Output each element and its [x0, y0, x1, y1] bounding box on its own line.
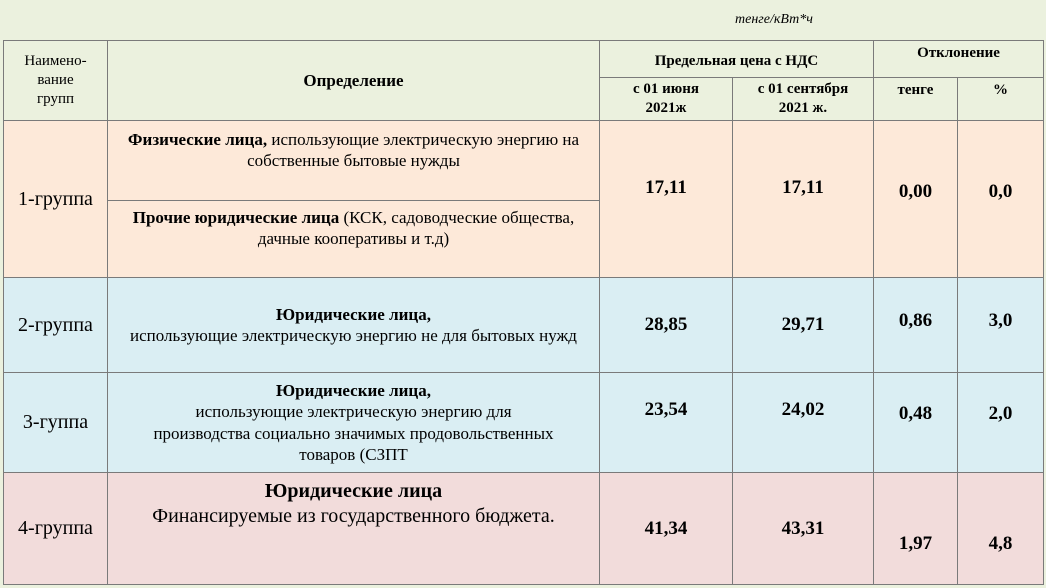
- price-june: 23,54: [599, 372, 733, 473]
- header-dev-tenge: тенге: [873, 77, 958, 121]
- header-deviation: Отклонение: [873, 40, 1044, 78]
- definition-text: использующие электрическую энергию не дл…: [130, 326, 577, 345]
- dev-tenge: 1,97: [873, 472, 958, 585]
- price-sept: 29,71: [732, 277, 874, 373]
- price-sept: 24,02: [732, 372, 874, 473]
- price-june: 41,34: [599, 472, 733, 585]
- definition-text: (КСК, садоводческие общества, дачные коо…: [257, 208, 575, 249]
- dev-tenge: 0,00: [873, 120, 958, 278]
- group-label: 1-группа: [3, 120, 108, 278]
- definition-bold: Физические лица,: [127, 130, 268, 149]
- unit: тенге/кВт*ч: [735, 12, 813, 27]
- definition-bold: Юридические лица,: [276, 381, 431, 400]
- header-price-sept: с 01 сентября 2021 ж.: [732, 77, 874, 121]
- dev-tenge: 0,86: [873, 277, 958, 373]
- header-price-june: с 01 июня 2021ж: [599, 77, 733, 121]
- group-label: 3-гуппа: [3, 372, 108, 473]
- header-price: Предельная цена с НДС: [599, 40, 874, 78]
- group-label: 2-группа: [3, 277, 108, 373]
- definition-bold: Прочие юридические лица: [132, 208, 340, 227]
- definition: Физические лица, использующие электричес…: [107, 120, 600, 201]
- dev-percent: 4,8: [957, 472, 1044, 585]
- price-june: 17,11: [599, 120, 733, 278]
- header-definition: Определение: [107, 40, 600, 121]
- definition-text: Финансируемые из государственного бюджет…: [152, 505, 555, 527]
- definition: Прочие юридические лица (КСК, садоводчес…: [107, 200, 600, 278]
- definition-bold: Юридические лица,: [276, 304, 431, 324]
- definition-bold: Юридические лица: [264, 480, 443, 502]
- dev-tenge: 0,48: [873, 372, 958, 473]
- price-june: 28,85: [599, 277, 733, 373]
- definition-text: использующие электрическую энергию на со…: [247, 130, 580, 171]
- header-group: Наимено- вание групп: [3, 40, 108, 121]
- definition: Юридические лица Финансируемые из государ…: [107, 472, 600, 585]
- price-sept: 43,31: [732, 472, 874, 585]
- dev-percent: 3,0: [957, 277, 1044, 373]
- dev-percent: 0,0: [957, 120, 1044, 278]
- definition-text: использующие электрическую энергию для п…: [153, 402, 554, 464]
- definition: Юридические лица, использующие электричес…: [107, 277, 600, 373]
- price-sept: 17,11: [732, 120, 874, 278]
- dev-percent: 2,0: [957, 372, 1044, 473]
- definition: Юридические лица, использующие электричес…: [107, 372, 600, 473]
- group-label: 4-группа: [3, 472, 108, 585]
- header-dev-percent: %: [957, 77, 1044, 121]
